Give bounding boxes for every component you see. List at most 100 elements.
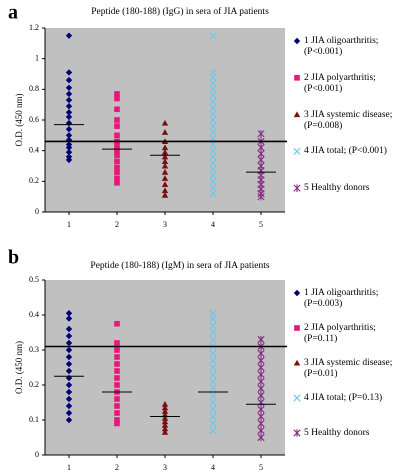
- marker-diamond: [65, 416, 73, 424]
- legend-entry: 3 JIA systemic disease; (P=0.01): [304, 358, 393, 379]
- chart-title: Peptide (180-188) (IgG) in sera of JIA p…: [91, 6, 269, 17]
- marker-triangle: [293, 359, 301, 366]
- marker-square: [114, 347, 120, 353]
- y-axis-title: O.D. (450 nm): [14, 341, 24, 394]
- marker-square: [114, 410, 120, 416]
- marker-diamond: [65, 315, 73, 322]
- marker-star: [257, 412, 265, 421]
- marker-diamond: [65, 96, 73, 104]
- marker-x: [293, 394, 301, 402]
- marker-diamond: [65, 149, 73, 156]
- marker-x: [209, 79, 217, 87]
- marker-star: [257, 363, 265, 372]
- marker-star: [257, 405, 265, 414]
- marker-x: [209, 384, 217, 393]
- chart-title: Peptide (180-188) (IgM) in sera of JIA p…: [90, 260, 269, 271]
- marker-star: [257, 384, 265, 393]
- marker-square: [114, 396, 120, 402]
- y-tick-label: 0.5: [29, 275, 39, 284]
- legend-entry: 5 Healthy donors: [304, 428, 370, 438]
- x-tick-label: 3: [163, 220, 167, 229]
- marker-diamond: [65, 381, 73, 389]
- marker-triangle: [161, 411, 169, 418]
- marker-square: [114, 180, 120, 186]
- y-tick-label: 0: [35, 450, 39, 459]
- legend-entry: 2 JIA polyarthritis; (P<0.001): [304, 72, 376, 94]
- y-tick-label: 1: [35, 53, 39, 62]
- marker-diamond: [65, 310, 73, 317]
- y-tick-label: 0.2: [29, 176, 39, 185]
- y-tick-label: 0.6: [29, 115, 39, 124]
- marker-diamond: [65, 90, 73, 98]
- marker-triangle: [161, 429, 169, 435]
- marker-triangle: [161, 158, 169, 164]
- marker-triangle: [161, 153, 169, 160]
- marker-x: [209, 190, 217, 198]
- marker-x: [209, 321, 217, 330]
- marker-triangle: [161, 119, 169, 126]
- marker-triangle: [161, 187, 169, 194]
- legend-entry: 4 JIA total; (P=0.13): [304, 393, 383, 403]
- x-tick-label: 5: [259, 220, 263, 229]
- marker-diamond: [65, 339, 73, 347]
- marker-diamond: [65, 132, 73, 139]
- marker-diamond: [65, 69, 73, 76]
- marker-x: [209, 412, 217, 421]
- marker-square: [294, 75, 300, 81]
- y-tick-label: 0.3: [29, 345, 39, 354]
- marker-x: [209, 177, 217, 185]
- legend-entry: 5 Healthy donors: [304, 183, 370, 194]
- marker-triangle: [161, 181, 169, 187]
- marker-triangle: [161, 175, 169, 181]
- marker-square: [114, 95, 120, 102]
- y-tick-label: 0.4: [29, 310, 39, 319]
- marker-diamond: [293, 37, 301, 45]
- marker-triangle: [161, 422, 169, 428]
- marker-square: [114, 132, 120, 139]
- marker-square: [114, 164, 120, 171]
- y-tick-label: 0.2: [29, 380, 39, 389]
- y-tick-label: 0.8: [29, 84, 39, 93]
- x-tick-label: 2: [115, 220, 119, 229]
- marker-star: [257, 130, 265, 138]
- x-tick-label: 1: [67, 220, 71, 229]
- marker-triangle: [161, 415, 169, 421]
- y-tick-label: 0.4: [29, 145, 39, 154]
- marker-triangle: [293, 111, 301, 118]
- marker-triangle: [161, 191, 169, 198]
- y-tick-label: 1.2: [29, 23, 39, 32]
- marker-diamond: [65, 32, 73, 39]
- marker-x: [209, 147, 217, 155]
- marker-star: [257, 419, 265, 428]
- marker-square: [114, 117, 120, 123]
- marker-square: [114, 106, 120, 113]
- marker-square: [114, 169, 120, 175]
- x-tick-label: 4: [211, 220, 215, 229]
- marker-diamond: [65, 76, 73, 84]
- marker-star: [257, 192, 265, 201]
- marker-diamond: [65, 367, 73, 375]
- marker-diamond: [65, 409, 73, 417]
- panel-label: a: [8, 2, 18, 24]
- marker-x: [209, 363, 217, 372]
- marker-diamond: [65, 144, 73, 151]
- marker-square: [114, 368, 120, 374]
- marker-x: [209, 349, 217, 358]
- marker-triangle: [161, 129, 169, 135]
- marker-x: [209, 309, 217, 317]
- marker-triangle: [161, 404, 169, 411]
- x-tick-label: 1: [67, 463, 71, 472]
- marker-square: [114, 403, 120, 409]
- marker-square: [114, 123, 120, 129]
- marker-diamond: [65, 402, 73, 410]
- marker-star: [257, 377, 265, 386]
- marker-diamond: [65, 346, 73, 354]
- marker-star: [257, 391, 265, 400]
- marker-diamond: [65, 353, 73, 361]
- legend-entry: 1 JIA oligoarthritis; (P=0.003): [304, 288, 379, 309]
- marker-diamond: [65, 103, 73, 110]
- marker-x: [209, 98, 217, 106]
- marker-x: [209, 110, 217, 118]
- marker-x: [209, 398, 217, 407]
- marker-diamond: [65, 109, 73, 116]
